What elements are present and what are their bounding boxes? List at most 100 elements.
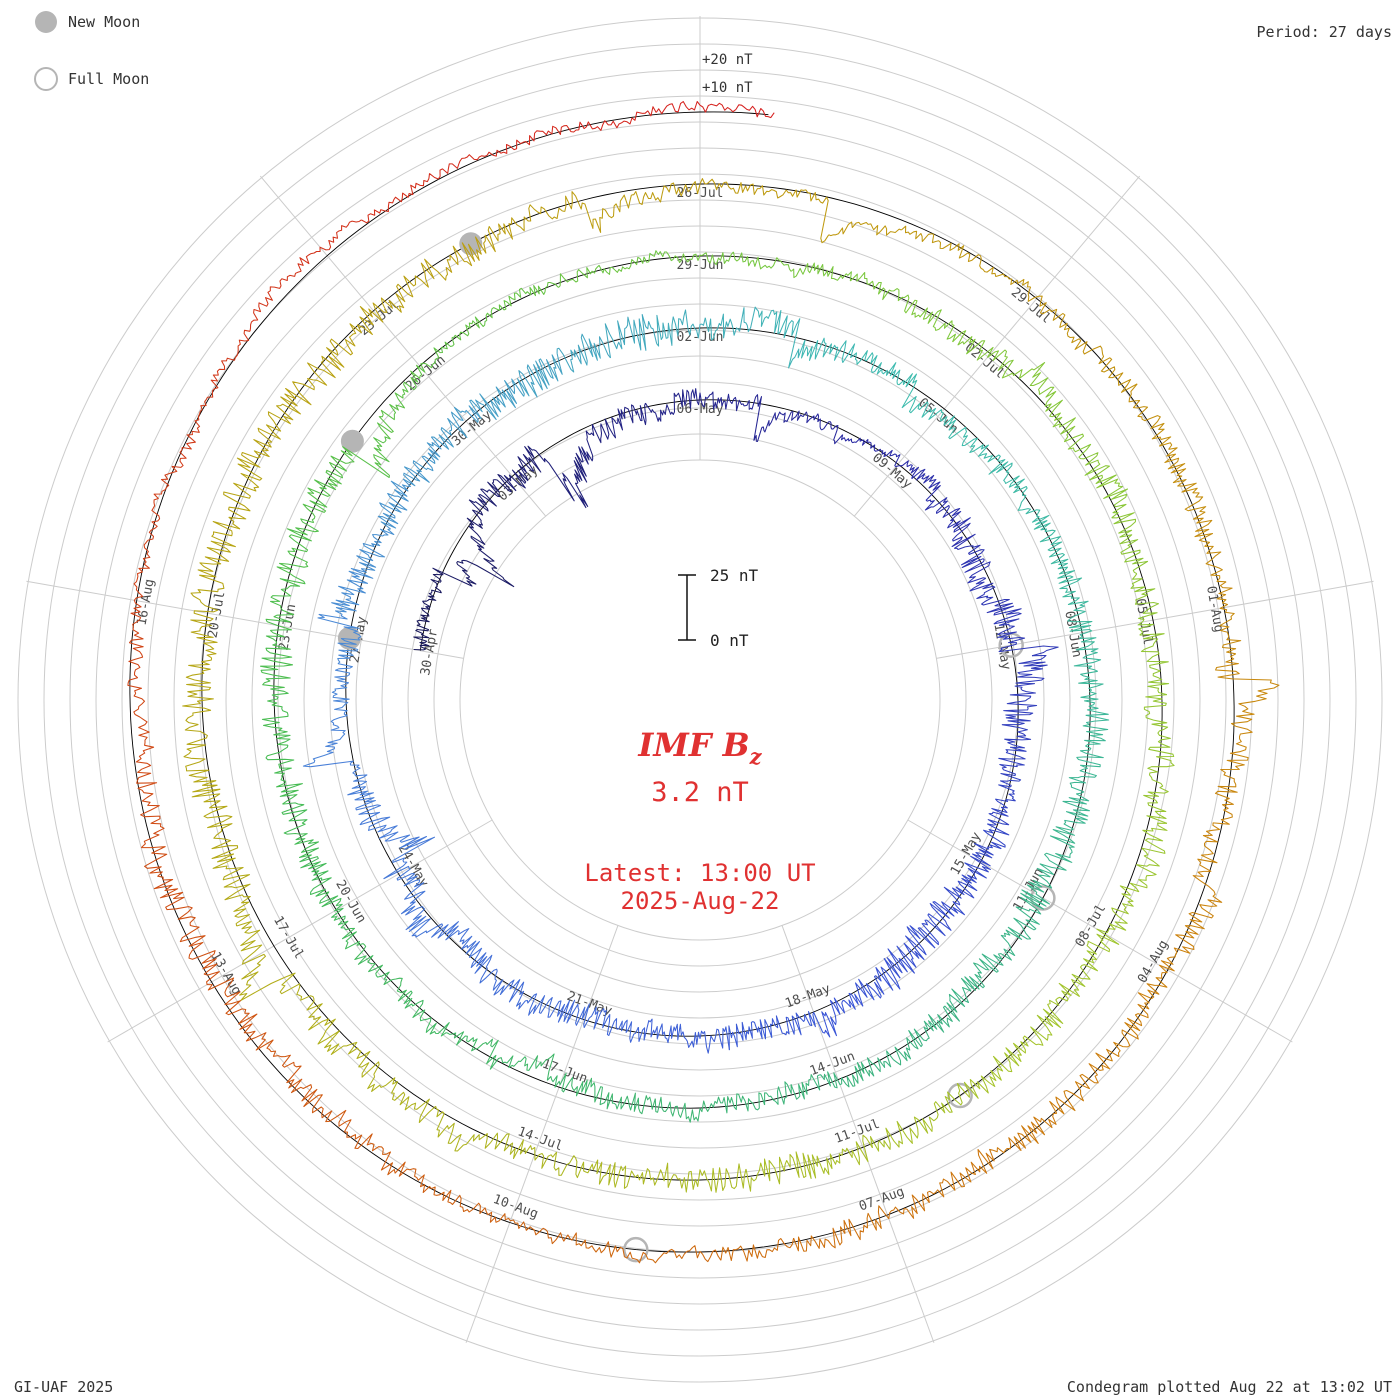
bz-trace-segment	[1008, 475, 1050, 526]
outer-scale-plus20-label: +20 nT	[702, 52, 753, 68]
date-tick-label: 02-Jun	[677, 330, 724, 345]
bz-trace-segment	[331, 663, 353, 713]
date-tick-label: 26-Jul	[677, 186, 724, 201]
bz-trace-segment	[645, 389, 687, 422]
bz-trace-segment	[356, 528, 395, 571]
bz-trace-segment	[249, 270, 302, 332]
bz-trace-segment	[735, 104, 775, 119]
bz-trace-segment	[317, 1030, 380, 1078]
bz-trace-segment	[558, 264, 616, 288]
bz-trace-segment	[998, 742, 1027, 787]
date-tick-label: 29-Jun	[677, 258, 724, 273]
scalebar-top-label: 25 nT	[710, 566, 759, 585]
bz-trace-segment	[376, 381, 417, 440]
bz-trace-segment	[866, 1030, 919, 1077]
bz-trace-segment	[299, 854, 342, 908]
bz-trace-segment	[757, 309, 806, 369]
bz-trace-segment	[1084, 455, 1129, 519]
bz-trace-segment	[265, 745, 303, 805]
date-tick-label: 14-Jul	[515, 1124, 564, 1154]
baseline-path	[129, 111, 1235, 1253]
bz-trace-segment	[952, 330, 1014, 373]
bz-trace-segment	[896, 373, 937, 420]
bz-trace-segment	[489, 1132, 558, 1169]
bz-trace-segment	[413, 611, 430, 651]
bz-trace-segment	[840, 434, 882, 452]
bz-trace-segment	[223, 454, 263, 530]
bz-trace-segment	[1001, 361, 1063, 412]
bz-trace-segment	[1192, 511, 1227, 583]
bz-trace-segment	[1215, 653, 1280, 727]
bz-trace-segment	[854, 957, 901, 1007]
bz-trace-segment	[732, 251, 792, 272]
bz-trace-segment	[317, 613, 362, 665]
bz-trace-segment	[1128, 383, 1173, 450]
date-tick-label: 20-Jul	[205, 590, 228, 639]
grid-spoke	[107, 819, 493, 1043]
bz-trace	[127, 100, 1280, 1264]
bz-trace-segment	[992, 1112, 1057, 1154]
bz-trace-segment	[709, 1092, 766, 1114]
bz-trace-segment	[212, 853, 251, 927]
bz-trace-segment	[578, 106, 657, 131]
chart-title-main: IMF B	[637, 726, 749, 764]
bz-trace-segment	[508, 979, 553, 1016]
bz-trace-segment	[933, 1148, 995, 1198]
grid-spoke	[781, 925, 935, 1343]
bz-trace-segment	[380, 258, 447, 313]
grid-spoke	[26, 580, 464, 659]
bz-trace-segment	[1197, 798, 1234, 866]
bz-trace-segment	[1030, 982, 1080, 1046]
polar-grid	[17, 16, 1383, 1383]
bz-trace-segment	[771, 1011, 824, 1036]
bz-trace-segment	[611, 402, 647, 439]
bz-trace-segment	[637, 1018, 684, 1044]
bz-trace-segment	[980, 1035, 1037, 1088]
bz-trace-segment	[704, 306, 759, 341]
bz-trace-segment	[431, 405, 482, 450]
bz-trace-segment	[397, 990, 450, 1037]
bz-trace-segment	[917, 901, 966, 949]
bz-trace-segment	[499, 1213, 573, 1245]
outer-scale-plus10-label: +10 nT	[702, 80, 753, 96]
bz-trace-segment	[764, 1074, 817, 1105]
bz-trace-segment	[800, 337, 856, 364]
bz-trace-segment	[371, 1142, 432, 1194]
new-moon-marker	[340, 429, 364, 453]
bz-trace-segment	[969, 577, 1022, 616]
bz-trace-segment	[1164, 447, 1207, 513]
bz-trace-segment	[849, 271, 910, 302]
date-tick-label: 15-May	[948, 830, 985, 878]
bz-trace-segment	[1049, 1052, 1111, 1115]
full-moon-marker	[1030, 885, 1056, 911]
bz-trace-segment	[954, 544, 991, 584]
bz-trace-segment	[469, 378, 525, 421]
bz-trace-segment	[981, 917, 1035, 972]
bz-trace-segment	[645, 1245, 722, 1264]
date-tick-label: 02-Jul	[962, 340, 1008, 382]
bz-trace-segment	[725, 393, 763, 443]
bz-trace-segment	[681, 1163, 747, 1193]
bz-trace-segment	[410, 337, 455, 387]
bz-trace-segment	[302, 712, 348, 768]
bz-trace-segment	[682, 1026, 730, 1054]
bz-trace-segment	[886, 925, 936, 979]
date-tick-label: 23-Jun	[276, 603, 299, 652]
bz-trace-segment	[503, 281, 559, 311]
bz-trace-segment	[468, 473, 517, 512]
bz-trace-segment	[655, 100, 737, 115]
bz-trace-segment	[431, 1186, 500, 1223]
new-moon-icon	[35, 11, 57, 33]
latest-date-label: 2025-Aug-22	[621, 887, 780, 915]
bz-trace-segment	[720, 1237, 795, 1262]
bz-trace-segment	[451, 304, 505, 341]
bz-trace-segment	[432, 557, 515, 588]
bz-trace-segment	[428, 149, 504, 180]
bz-trace-segment	[197, 520, 241, 592]
bz-trace-segment	[1033, 520, 1069, 571]
bz-trace-segment	[533, 449, 589, 509]
bz-trace-segment	[553, 1152, 616, 1188]
plotted-timestamp-label: Condegram plotted Aug 22 at 13:02 UT	[1067, 1378, 1392, 1396]
